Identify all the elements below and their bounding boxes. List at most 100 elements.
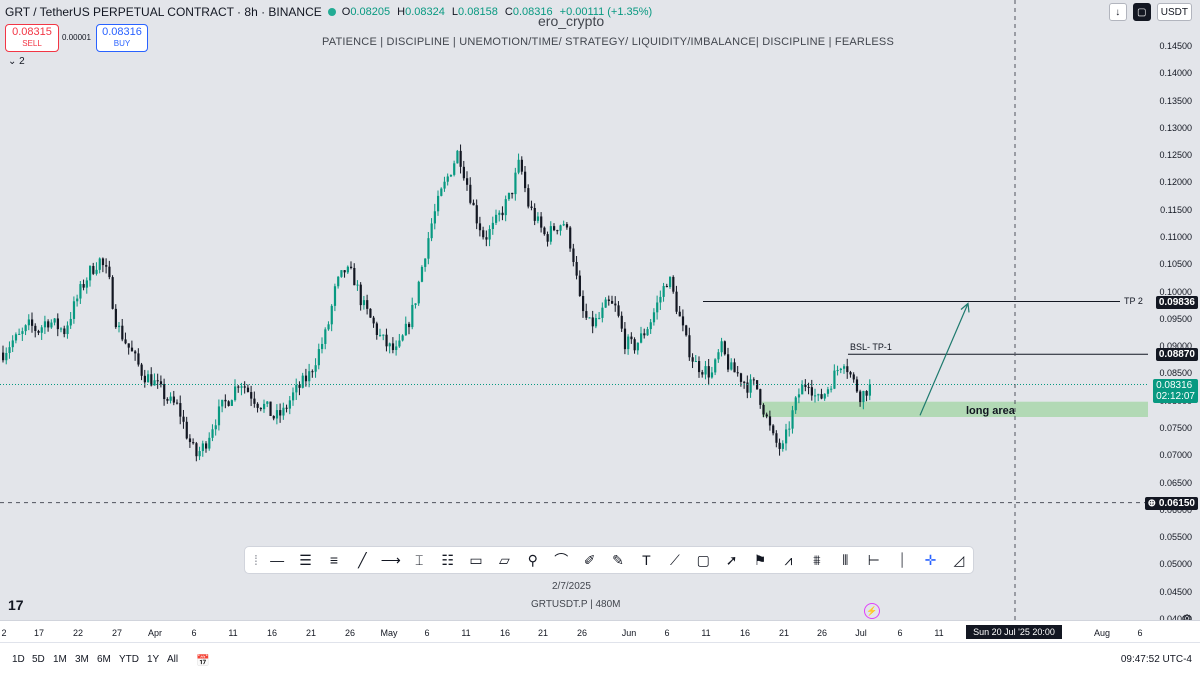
candle-body [649, 322, 652, 330]
tradingview-logo[interactable]: 17 [8, 597, 24, 613]
pattern-icon[interactable]: ⚲ [527, 551, 538, 568]
curve-icon[interactable]: ⌒ [554, 552, 569, 568]
candle-body [408, 323, 411, 328]
candle-body [398, 340, 401, 347]
time-axis-tick: 11 [701, 628, 711, 638]
candlestick-chart[interactable] [0, 0, 1200, 620]
lightning-icon[interactable]: ⚡ [864, 603, 880, 619]
price-change: +0.00111 (+1.35%) [559, 6, 653, 18]
horizontal-ray-icon[interactable]: ⟶ [380, 551, 401, 568]
candle-body [575, 261, 578, 276]
fullscreen-icon[interactable]: ▢ [1132, 3, 1151, 21]
symbol-title[interactable]: GRT / TetherUS PERPETUAL CONTRACT · 8h ·… [5, 5, 322, 19]
drag-handle-icon[interactable]: ⁞ [254, 552, 258, 568]
buy-button[interactable]: 0.08316 BUY [96, 24, 148, 52]
timeframe-1m[interactable]: 1M [53, 654, 67, 665]
watermark: ero_crypto [538, 13, 605, 29]
candle-body [401, 335, 404, 341]
time-axis-tick: Jul [855, 628, 867, 638]
timeframe-all[interactable]: All [167, 654, 179, 665]
cursor-time-badge: Sun 20 Jul '25 20:00 [966, 625, 1062, 639]
candle-body [356, 284, 359, 286]
price-axis-label: 0.12500 [1159, 150, 1192, 161]
price-axis-label: 0.09500 [1159, 313, 1192, 324]
arrow-icon[interactable]: ➚ [725, 551, 738, 568]
forecast-icon[interactable]: ⩩ [813, 551, 821, 568]
levels-icon[interactable]: ☷ [441, 551, 454, 568]
timeframe-1d[interactable]: 1D [12, 654, 25, 665]
vertical-text-icon[interactable]: ⌶ [414, 551, 424, 568]
timeframe-6m[interactable]: 6M [97, 654, 111, 665]
candle-body [253, 398, 256, 404]
comment-icon[interactable]: ▢ [696, 551, 710, 568]
brush-icon[interactable]: ✐ [583, 551, 596, 568]
bsl-label: BSL- TP-1 [850, 342, 892, 352]
time-axis-tick: 22 [72, 628, 84, 638]
candle-body [849, 372, 852, 375]
candle-body [333, 286, 337, 306]
candle-body [704, 366, 707, 375]
candle-body [47, 321, 50, 328]
text-icon[interactable]: T [642, 552, 651, 568]
candle-body [259, 407, 262, 410]
candle-body [485, 237, 488, 240]
tp2-price-badge: 0.09836 [1155, 296, 1198, 309]
horizontal-line-icon[interactable]: — [270, 552, 285, 568]
parallel-channel-icon[interactable]: ≡ [329, 552, 339, 568]
trend-line-icon[interactable]: ╱ [358, 551, 367, 568]
indicators-toggle[interactable]: ⌄ 2 [8, 56, 25, 67]
callout-icon[interactable]: ▱ [499, 551, 510, 568]
magic-icon[interactable]: ◿ [953, 551, 965, 568]
pen-icon[interactable]: ✎ [612, 551, 624, 568]
crosshair-icon[interactable]: ✛ [924, 551, 937, 568]
candle-body [269, 401, 272, 416]
gear-icon[interactable]: ⚙ [1182, 613, 1192, 620]
current-price-badge: 0.08316 02:12:07 [1153, 379, 1198, 403]
candle-body [79, 284, 82, 299]
candle-body [2, 352, 5, 361]
date-range-icon[interactable]: ⊢ [867, 551, 880, 568]
candle-body [768, 416, 772, 426]
candle-body [8, 347, 11, 354]
candle-body [98, 258, 101, 270]
rectangle-icon[interactable]: ▭ [469, 551, 483, 568]
symbol-info-line: GRT / TetherUS PERPETUAL CONTRACT · 8h ·… [5, 5, 652, 19]
candle-body [330, 305, 333, 325]
candle-body [591, 317, 594, 327]
currency-selector[interactable]: USDT [1156, 3, 1192, 21]
candle-body [337, 276, 340, 287]
candle-body [382, 334, 385, 336]
candle-body [469, 184, 472, 203]
time-axis[interactable]: Sun 20 Jul '25 20:00 2 17 22 27 Apr 6 11 16 21 26… [0, 620, 1200, 643]
timeframe-ytd[interactable]: YTD [119, 654, 139, 665]
vertical-line-icon[interactable]: ⏐ [898, 551, 907, 568]
candle-body [34, 325, 37, 331]
candle-body [321, 343, 324, 350]
clock[interactable]: 09:47:52 UTC-4 [1120, 654, 1192, 665]
candle-body [862, 391, 865, 403]
candle-body [752, 379, 755, 381]
candle-body [536, 216, 540, 221]
candle-body [172, 396, 175, 403]
candle-body [240, 386, 243, 388]
ruler-icon[interactable]: ⟋ [669, 551, 680, 568]
candle-body [839, 368, 842, 371]
timeframe-5d[interactable]: 5D [32, 654, 45, 665]
chart-area[interactable]: GRT / TetherUS PERPETUAL CONTRACT · 8h ·… [0, 0, 1200, 620]
fib-retracement-icon[interactable]: ☰ [299, 551, 312, 568]
candle-body [733, 362, 736, 373]
candle-body [111, 277, 114, 309]
path-icon[interactable]: ⩘ [784, 551, 793, 568]
barcode-icon[interactable]: ⦀ [842, 551, 849, 568]
timeframe-1y[interactable]: 1Y [147, 654, 160, 665]
candle-body [391, 343, 395, 351]
candle-body [301, 375, 304, 388]
timeframe-3m[interactable]: 3M [75, 654, 89, 665]
time-axis-tick: 6 [424, 628, 430, 638]
time-axis-tick: 16 [739, 628, 751, 638]
arrow-down-icon[interactable]: ↓ [1108, 3, 1127, 21]
date-range-calendar-icon[interactable]: 📅 [196, 655, 210, 667]
flag-icon[interactable]: ⚑ [753, 551, 767, 568]
sell-button[interactable]: 0.08315 SELL [5, 24, 59, 52]
candle-body [150, 374, 153, 386]
